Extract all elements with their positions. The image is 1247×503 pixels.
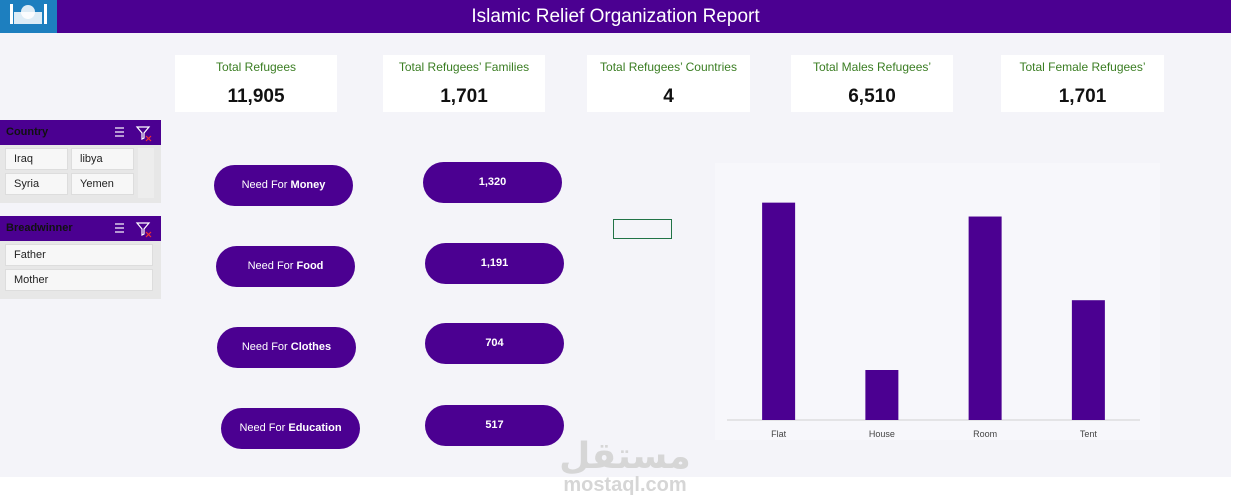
logo	[0, 0, 57, 33]
slicer-body: Iraq libya Syria Yemen	[0, 145, 161, 203]
slicer-title: Country	[6, 126, 49, 138]
kpi-label: Total Males Refugees’	[812, 60, 932, 74]
need-value: 1,191	[480, 257, 509, 269]
need-prefix: Need For	[247, 260, 294, 272]
bar-chart: Flat House Room Tent	[727, 202, 1140, 439]
slicer-item[interactable]: Iraq	[5, 148, 68, 170]
kpi-value: 4	[663, 86, 674, 107]
need-value-pill[interactable]: 1,320	[423, 162, 562, 203]
slicer-item[interactable]: Mother	[5, 269, 153, 291]
need-item: Education	[288, 422, 342, 434]
kpi-value: 11,905	[227, 86, 285, 107]
need-pill[interactable]: Need For Clothes	[217, 327, 356, 368]
slicer-item[interactable]: Syria	[5, 173, 68, 195]
slicer-title: Breadwinner	[6, 222, 73, 234]
need-prefix: Need For	[241, 341, 288, 353]
watermark: مستقل mostaql.com	[540, 435, 710, 496]
need-value-pill[interactable]: 517	[425, 405, 564, 446]
header-bar	[0, 0, 1231, 33]
need-value-pill[interactable]: 1,191	[425, 243, 564, 284]
bar	[1071, 300, 1105, 420]
report-title: Islamic Relief Organization Report	[471, 6, 760, 27]
bar	[762, 202, 796, 420]
slicer-item[interactable]: Yemen	[71, 173, 134, 195]
bar	[865, 370, 899, 420]
kpi-card: Total Female Refugees’ 1,701	[1001, 55, 1164, 112]
need-pill[interactable]: Need For Food	[216, 246, 355, 287]
kpi-card: Total Refugees’ Countries 4	[587, 55, 750, 112]
need-item: Food	[296, 260, 324, 272]
need-pill[interactable]: Need For Education	[221, 408, 360, 449]
x-tick-label: House	[869, 429, 895, 439]
need-value-pill[interactable]: 704	[425, 323, 564, 364]
need-value: 517	[485, 419, 504, 431]
x-tick-label: Flat	[771, 429, 787, 439]
kpi-card: Total Refugees 11,905	[175, 55, 337, 112]
kpi-value: 6,510	[848, 86, 896, 107]
slicer-header: Breadwinner	[0, 216, 161, 241]
bar	[968, 216, 1002, 420]
need-prefix: Need For	[239, 422, 286, 434]
slicer-body: Father Mother	[0, 241, 161, 299]
slicer-icons[interactable]	[106, 120, 156, 145]
need-value: 1,320	[478, 176, 507, 188]
need-item: Clothes	[290, 341, 332, 353]
x-tick-label: Room	[973, 429, 997, 439]
watermark-latin: mostaql.com	[563, 474, 687, 496]
need-value: 704	[485, 337, 504, 349]
need-pill[interactable]: Need For Money	[214, 165, 353, 206]
kpi-label: Total Refugees	[215, 60, 297, 74]
slicer-item[interactable]: libya	[71, 148, 134, 170]
kpi-label: Total Refugees’ Countries	[600, 60, 737, 74]
kpi-label: Total Refugees’ Families	[398, 60, 530, 74]
need-item: Money	[290, 179, 326, 191]
slicer-header: Country	[0, 120, 161, 145]
need-prefix: Need For	[241, 179, 288, 191]
watermark-arabic: مستقل	[559, 435, 691, 476]
logo-graphic	[10, 4, 47, 24]
kpi-value: 1,701	[1058, 86, 1107, 107]
slicer-item[interactable]: Father	[5, 244, 153, 266]
chart-area: Flat House Room Tent	[715, 163, 1160, 440]
kpi-value: 1,701	[440, 86, 488, 107]
kpi-card: Total Refugees’ Families 1,701	[383, 55, 545, 112]
selected-cell[interactable]	[613, 219, 672, 239]
kpi-label: Total Female Refugees’	[1019, 60, 1146, 74]
slicer-icons[interactable]	[106, 216, 156, 241]
x-tick-label: Tent	[1080, 429, 1098, 439]
kpi-card: Total Males Refugees’ 6,510	[791, 55, 953, 112]
slicer-scrollbar	[138, 148, 154, 198]
